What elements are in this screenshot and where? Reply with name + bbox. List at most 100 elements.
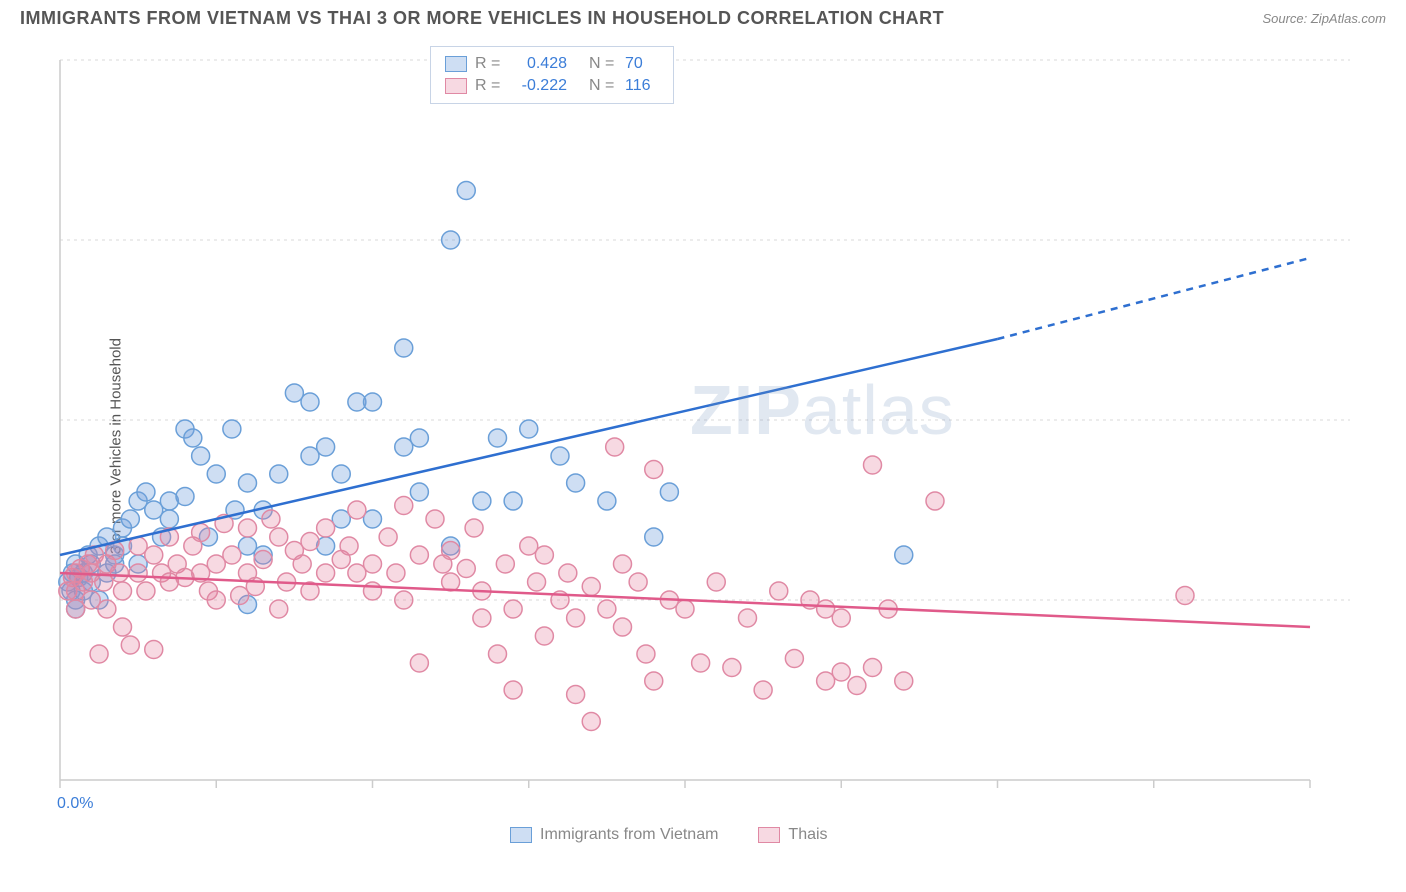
data-point xyxy=(739,609,757,627)
data-point xyxy=(614,555,632,573)
source-label: Source: ZipAtlas.com xyxy=(1262,11,1386,26)
data-point xyxy=(606,438,624,456)
data-point xyxy=(364,393,382,411)
data-point xyxy=(317,564,335,582)
data-point xyxy=(410,654,428,672)
legend-r-label: R = xyxy=(475,53,503,75)
data-point xyxy=(410,546,428,564)
series-name: Thais xyxy=(788,826,827,844)
data-point xyxy=(1176,587,1194,605)
data-point xyxy=(504,600,522,618)
data-point xyxy=(192,447,210,465)
data-point xyxy=(239,474,257,492)
series-legend-item: Immigrants from Vietnam xyxy=(510,826,718,844)
data-point xyxy=(770,582,788,600)
data-point xyxy=(145,546,163,564)
data-point xyxy=(520,420,538,438)
data-point xyxy=(473,492,491,510)
legend-swatch xyxy=(445,78,467,94)
data-point xyxy=(121,636,139,654)
chart-area: 20.0%40.0%60.0%80.0%0.0%80.0% xyxy=(50,40,1350,810)
data-point xyxy=(707,573,725,591)
data-point xyxy=(551,447,569,465)
data-point xyxy=(528,573,546,591)
series-legend-item: Thais xyxy=(758,826,827,844)
series-name: Immigrants from Vietnam xyxy=(540,826,718,844)
data-point xyxy=(637,645,655,663)
data-point xyxy=(895,546,913,564)
data-point xyxy=(629,573,647,591)
data-point xyxy=(270,600,288,618)
data-point xyxy=(504,492,522,510)
legend-n-value: 116 xyxy=(625,75,659,97)
data-point xyxy=(676,600,694,618)
scatter-plot: 20.0%40.0%60.0%80.0%0.0%80.0% xyxy=(50,40,1350,810)
data-point xyxy=(137,483,155,501)
data-point xyxy=(645,461,663,479)
data-point xyxy=(207,591,225,609)
legend-r-label: R = xyxy=(475,75,503,97)
data-point xyxy=(301,533,319,551)
data-point xyxy=(457,560,475,578)
data-point xyxy=(442,231,460,249)
data-point xyxy=(254,551,272,569)
data-point xyxy=(567,609,585,627)
data-point xyxy=(535,546,553,564)
data-point xyxy=(317,438,335,456)
data-point xyxy=(184,429,202,447)
legend-r-value: 0.428 xyxy=(511,53,567,75)
chart-header: IMMIGRANTS FROM VIETNAM VS THAI 3 OR MOR… xyxy=(0,0,1406,33)
data-point xyxy=(176,488,194,506)
data-point xyxy=(535,627,553,645)
legend-n-label: N = xyxy=(589,75,617,97)
data-point xyxy=(442,542,460,560)
data-point xyxy=(598,492,616,510)
legend-n-label: N = xyxy=(589,53,617,75)
data-point xyxy=(145,641,163,659)
legend-r-value: -0.222 xyxy=(511,75,567,97)
data-point xyxy=(160,510,178,528)
data-point xyxy=(559,564,577,582)
data-point xyxy=(114,618,132,636)
data-point xyxy=(457,182,475,200)
data-point xyxy=(301,393,319,411)
data-point xyxy=(223,420,241,438)
data-point xyxy=(614,618,632,636)
data-point xyxy=(645,672,663,690)
legend-swatch xyxy=(510,827,532,843)
data-point xyxy=(465,519,483,537)
chart-title: IMMIGRANTS FROM VIETNAM VS THAI 3 OR MOR… xyxy=(20,8,944,29)
data-point xyxy=(567,474,585,492)
data-point xyxy=(364,555,382,573)
data-point xyxy=(192,524,210,542)
data-point xyxy=(137,582,155,600)
data-point xyxy=(832,663,850,681)
legend-row: R = -0.222 N = 116 xyxy=(445,75,659,97)
svg-text:0.0%: 0.0% xyxy=(57,795,93,810)
data-point xyxy=(98,600,116,618)
data-point xyxy=(270,465,288,483)
data-point xyxy=(473,609,491,627)
data-point xyxy=(489,645,507,663)
data-point xyxy=(598,600,616,618)
data-point xyxy=(262,510,280,528)
data-point xyxy=(395,591,413,609)
correlation-legend: R =0.428N =70R =-0.222N =116 xyxy=(430,46,674,104)
data-point xyxy=(129,564,147,582)
data-point xyxy=(496,555,514,573)
data-point xyxy=(110,564,128,582)
data-point xyxy=(489,429,507,447)
data-point xyxy=(692,654,710,672)
data-point xyxy=(395,339,413,357)
series-legend: Immigrants from Vietnam Thais xyxy=(510,826,828,844)
data-point xyxy=(864,659,882,677)
data-point xyxy=(223,546,241,564)
data-point xyxy=(504,681,522,699)
data-point xyxy=(410,429,428,447)
data-point xyxy=(864,456,882,474)
data-point xyxy=(926,492,944,510)
data-point xyxy=(90,645,108,663)
data-point xyxy=(785,650,803,668)
data-point xyxy=(364,582,382,600)
data-point xyxy=(387,564,405,582)
